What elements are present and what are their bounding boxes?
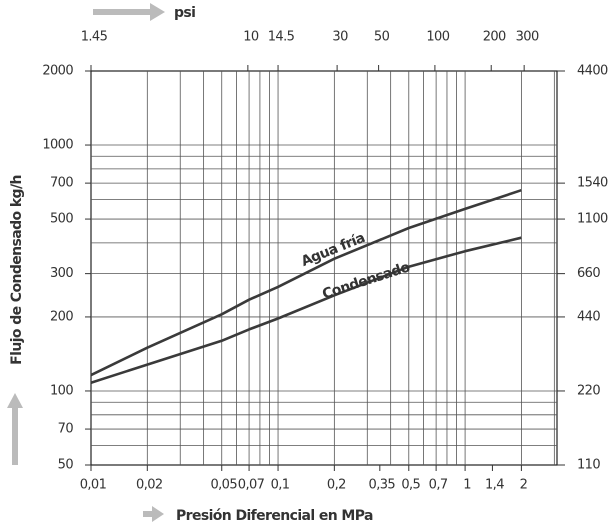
x-tick-label: 0,01 (80, 478, 107, 493)
x2-tick-label: 300 (516, 30, 539, 45)
x-tick-label: 0,05 (210, 478, 237, 493)
y-tick-label: 200 (50, 309, 73, 324)
x-tick-label: 0,07 (238, 478, 265, 493)
x2-tick-label: 50 (374, 30, 390, 45)
x-tick-label: 0,35 (369, 478, 396, 493)
x-tick-label: 1,4 (485, 478, 504, 493)
x-tick-label: 0,02 (136, 478, 163, 493)
x-tick-label: 0,2 (327, 478, 346, 493)
y-tick-label: 2000 (42, 64, 73, 79)
y2-tick-label: 440 (577, 309, 600, 324)
x2-tick-label: 1.45 (81, 30, 108, 45)
x-tick-label: 0,1 (271, 478, 290, 493)
series-line (90, 188, 522, 377)
series-line (90, 236, 522, 384)
y2-tick-label: 110 (577, 458, 600, 473)
y-axis-title: Flujo de Condensado kg/h (9, 175, 25, 365)
x2-tick-label: 30 (332, 30, 348, 45)
y-tick-label: 300 (50, 266, 73, 281)
y2-tick-label: 660 (577, 266, 600, 281)
y-tick-label: 100 (50, 383, 73, 398)
x-tick-label: 0,5 (401, 478, 420, 493)
psi-arrow (93, 3, 165, 21)
y-tick-label: 1000 (42, 138, 73, 153)
y2-tick-label: 4400 (577, 64, 608, 79)
x2-axis-title: psi (174, 5, 195, 21)
y-tick-label: 700 (50, 176, 73, 191)
y-arrow (7, 393, 23, 465)
x-tick-label: 2 (520, 478, 528, 493)
y-tick-label: 50 (58, 458, 74, 473)
y2-tick-label: 1100 (577, 212, 608, 227)
x-axis-title: Presión Diferencial en MPa (176, 508, 373, 524)
y-tick-label: 70 (58, 422, 74, 437)
plot-frame (90, 70, 558, 466)
y2-tick-label: 220 (577, 383, 600, 398)
x-tick-label: 0,7 (429, 478, 448, 493)
x-tick-label: 1 (463, 478, 471, 493)
x2-tick-label: 10 (243, 30, 259, 45)
x2-tick-label: 200 (483, 30, 506, 45)
y2-tick-label: 1540 (577, 176, 608, 191)
x-arrow (143, 506, 164, 522)
x2-tick-label: 100 (426, 30, 449, 45)
x2-tick-label: 14.5 (268, 30, 295, 45)
y-tick-label: 500 (50, 212, 73, 227)
